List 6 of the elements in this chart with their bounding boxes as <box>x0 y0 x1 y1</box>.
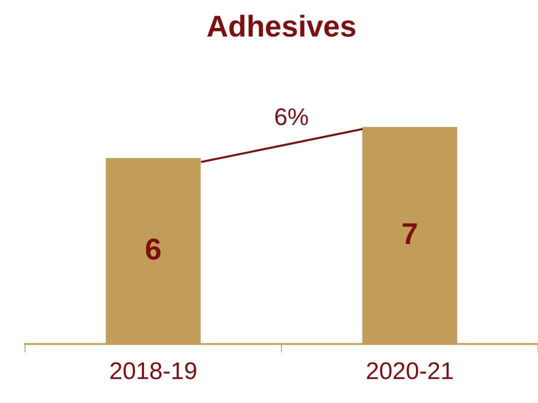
data-label: 7 <box>401 218 418 251</box>
data-label: 6 <box>144 233 162 266</box>
x-tick-label: 2020-21 <box>366 358 454 386</box>
chart-title: Adhesives <box>206 10 357 44</box>
x-tick-label: 2018-19 <box>109 358 198 386</box>
annotation: 6% <box>273 104 310 132</box>
